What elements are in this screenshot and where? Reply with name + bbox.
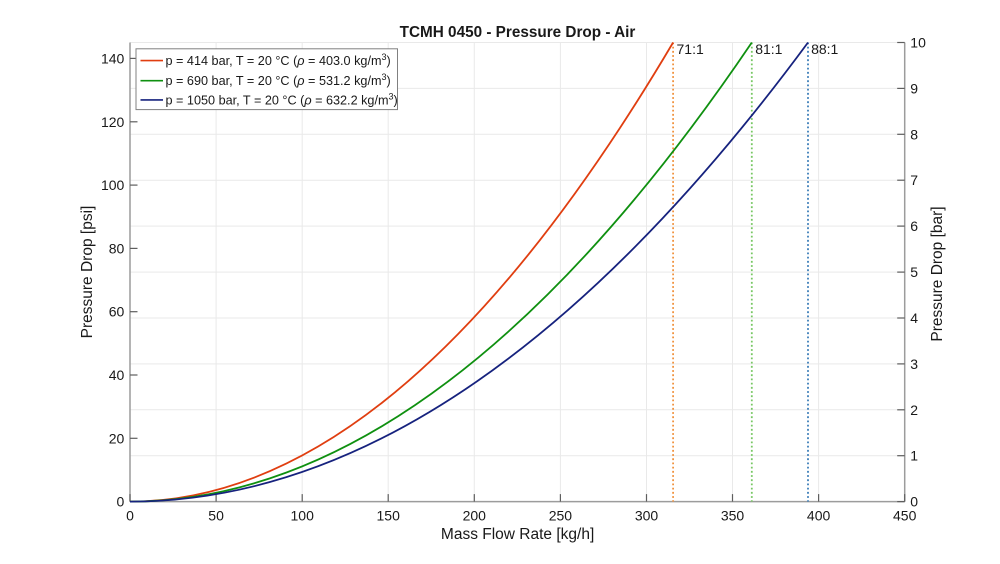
svg-text:0: 0 bbox=[117, 494, 125, 510]
svg-text:140: 140 bbox=[101, 50, 125, 66]
svg-text:80: 80 bbox=[109, 240, 125, 256]
svg-text:300: 300 bbox=[635, 508, 659, 524]
svg-text:9: 9 bbox=[910, 80, 918, 96]
svg-text:p = 690 bar, T = 20 °C (ρ = 53: p = 690 bar, T = 20 °C (ρ = 531.2 kg/m3) bbox=[166, 72, 391, 88]
svg-text:400: 400 bbox=[807, 508, 831, 524]
svg-text:100: 100 bbox=[291, 508, 315, 524]
svg-text:4: 4 bbox=[910, 310, 918, 326]
svg-text:7: 7 bbox=[910, 172, 918, 188]
svg-text:350: 350 bbox=[721, 508, 745, 524]
svg-text:Pressure Drop [psi]: Pressure Drop [psi] bbox=[79, 206, 96, 339]
svg-text:p = 414 bar, T = 20 °C (ρ = 40: p = 414 bar, T = 20 °C (ρ = 403.0 kg/m3) bbox=[166, 52, 391, 68]
svg-text:200: 200 bbox=[463, 508, 487, 524]
svg-text:120: 120 bbox=[101, 114, 125, 130]
svg-text:2: 2 bbox=[910, 402, 918, 418]
svg-text:71:1: 71:1 bbox=[677, 41, 704, 57]
svg-text:100: 100 bbox=[101, 177, 125, 193]
svg-text:450: 450 bbox=[893, 508, 917, 524]
svg-text:88:1: 88:1 bbox=[811, 41, 838, 57]
svg-text:250: 250 bbox=[549, 508, 573, 524]
svg-text:3: 3 bbox=[910, 356, 918, 372]
svg-text:150: 150 bbox=[377, 508, 401, 524]
svg-text:1: 1 bbox=[910, 448, 918, 464]
svg-text:TCMH 0450 - Pressure Drop - Ai: TCMH 0450 - Pressure Drop - Air bbox=[400, 24, 636, 41]
svg-text:60: 60 bbox=[109, 304, 125, 320]
svg-text:0: 0 bbox=[126, 508, 134, 524]
svg-text:Pressure Drop [bar]: Pressure Drop [bar] bbox=[929, 206, 946, 341]
svg-text:8: 8 bbox=[910, 126, 918, 142]
svg-text:50: 50 bbox=[208, 508, 224, 524]
svg-text:p = 1050 bar, T = 20 °C (ρ = 6: p = 1050 bar, T = 20 °C (ρ = 632.2 kg/m3… bbox=[166, 91, 398, 107]
svg-text:0: 0 bbox=[910, 494, 918, 510]
svg-text:81:1: 81:1 bbox=[755, 41, 782, 57]
svg-text:40: 40 bbox=[109, 367, 125, 383]
svg-text:5: 5 bbox=[910, 264, 918, 280]
svg-text:20: 20 bbox=[109, 430, 125, 446]
svg-text:Mass Flow Rate [kg/h]: Mass Flow Rate [kg/h] bbox=[441, 526, 594, 543]
svg-text:10: 10 bbox=[910, 35, 926, 51]
svg-text:6: 6 bbox=[910, 218, 918, 234]
